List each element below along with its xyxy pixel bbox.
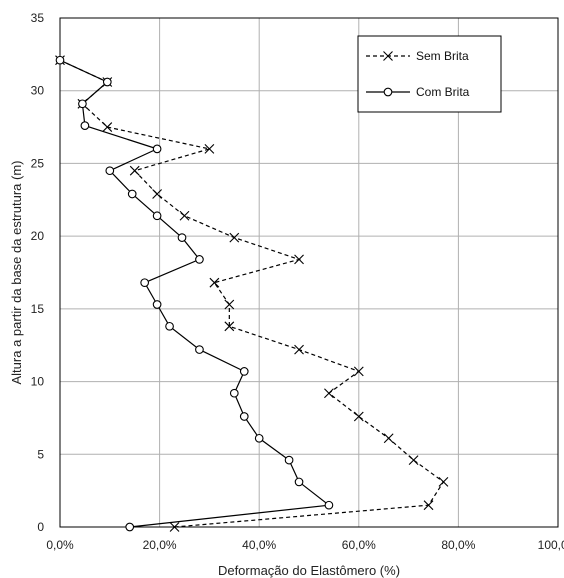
data-point — [55, 55, 65, 65]
legend-item: Com Brita — [366, 85, 470, 99]
x-tick-label: 60,0% — [342, 538, 376, 552]
legend-marker — [383, 87, 393, 97]
x-tick-label: 80,0% — [441, 538, 475, 552]
data-point — [80, 121, 90, 130]
y-tick-label: 5 — [37, 447, 44, 461]
data-point — [324, 388, 334, 399]
x-tick-label: 40,0% — [242, 538, 276, 552]
data-point — [209, 277, 220, 288]
y-tick-label: 0 — [37, 520, 44, 534]
data-point — [177, 233, 187, 242]
data-point — [165, 321, 174, 331]
data-point — [294, 344, 304, 355]
data-point — [353, 411, 364, 422]
y-axis-tick-labels: 0 5 10 15 20 25 30 35 — [31, 11, 45, 534]
series-line — [59, 59, 331, 528]
data-point — [239, 412, 249, 421]
data-point — [284, 455, 294, 465]
data-point — [169, 522, 180, 532]
y-tick-label: 35 — [31, 11, 45, 25]
series-layer — [55, 55, 449, 532]
x-tick-label: 20,0% — [143, 538, 177, 552]
legend-label: Com Brita — [416, 85, 470, 99]
data-point — [229, 232, 240, 243]
x-axis-tick-labels: 0,0% 20,0% 40,0% 60,0% 80,0% 100,0% — [46, 538, 564, 552]
data-point — [294, 477, 304, 487]
y-tick-label: 20 — [31, 229, 45, 243]
data-point — [102, 77, 112, 87]
data-point — [204, 143, 215, 154]
data-point — [195, 345, 204, 354]
data-point — [229, 388, 239, 398]
data-point — [239, 367, 249, 376]
y-tick-label: 15 — [31, 302, 45, 316]
y-tick-label: 10 — [31, 375, 45, 389]
legend-marker — [383, 51, 393, 61]
data-point — [140, 278, 150, 288]
x-tick-label: 0,0% — [46, 538, 74, 552]
series-line — [59, 59, 445, 528]
data-point — [224, 321, 235, 332]
y-tick-label: 25 — [31, 156, 45, 170]
legend: Sem Brita Com Brita — [357, 35, 502, 113]
legend-item: Sem Brita — [366, 49, 469, 63]
data-point — [224, 299, 235, 310]
data-point — [408, 455, 419, 465]
series-com-brita — [55, 55, 334, 532]
data-point — [152, 144, 162, 154]
y-tick-label: 30 — [31, 84, 45, 98]
x-axis-title: Deformação do Elastômero (%) — [218, 563, 400, 578]
data-point — [78, 99, 87, 109]
data-point — [294, 254, 304, 265]
data-point — [152, 300, 162, 309]
data-point — [195, 255, 204, 264]
x-tick-label: 100,0% — [538, 538, 564, 552]
data-point — [102, 122, 113, 132]
data-point — [152, 211, 162, 221]
data-point — [129, 165, 140, 176]
y-axis-title: Altura a partir da base da estrutura (m) — [9, 161, 24, 385]
data-point — [324, 500, 334, 510]
series-sem-brita — [55, 55, 449, 532]
data-point — [438, 477, 449, 487]
data-point — [353, 366, 364, 377]
data-point — [127, 189, 137, 199]
data-point — [125, 522, 135, 532]
data-point — [152, 189, 162, 199]
data-point — [105, 166, 115, 176]
data-point — [254, 433, 264, 443]
legend-box — [357, 35, 502, 113]
legend-label: Sem Brita — [416, 49, 469, 63]
data-point — [179, 210, 190, 221]
data-point — [383, 433, 394, 444]
data-point — [423, 500, 434, 511]
plot-area-border — [59, 17, 559, 528]
